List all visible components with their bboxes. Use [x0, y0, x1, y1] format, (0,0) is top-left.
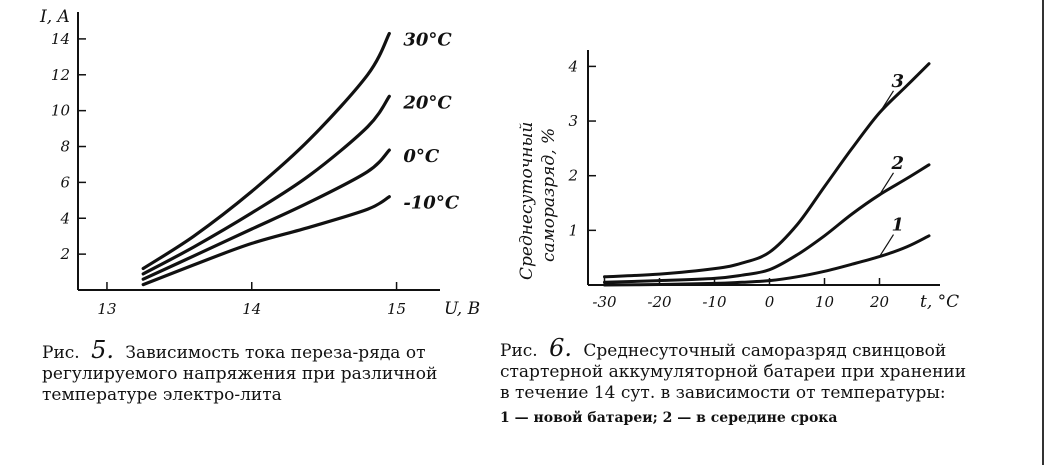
- series-line-1: [141, 94, 391, 276]
- series-label: 30°C: [403, 30, 452, 51]
- y-tick-label: 14: [51, 30, 70, 48]
- x-axis-label: t, °C: [920, 292, 959, 312]
- x-tick-label: 0: [765, 293, 775, 311]
- series-label: 20°C: [402, 92, 452, 113]
- chart-current-vs-voltage: 2 4 6 8 10 12 14 13 14 15 I, A U, B 30°C 20°C 0°C -10°C: [39, 7, 480, 319]
- page-edge-mark: [1042, 0, 1044, 465]
- y-tick-label: 10: [51, 102, 71, 120]
- y-axis-label-line2: саморазряд, %: [539, 128, 559, 262]
- series-line-0: [603, 62, 931, 279]
- y-tick-label: 2: [567, 167, 578, 185]
- series-line-2: [603, 234, 931, 287]
- y-tick-label: 6: [60, 173, 70, 191]
- series-leader: [878, 90, 895, 114]
- x-tick-label: 14: [242, 300, 261, 318]
- y-tick-label: 8: [60, 138, 70, 156]
- y-axis-label-group: Среднесуточный саморазряд, %: [517, 122, 559, 280]
- x-tick-label: -30: [592, 293, 617, 311]
- x-tick-label: -10: [702, 293, 727, 311]
- series-line-2: [141, 148, 391, 281]
- caption-fig5: Рис. 5. Зависимость тока переза-ряда от …: [42, 338, 462, 406]
- series-label: 3: [892, 71, 905, 92]
- y-axis-label: I, A: [39, 7, 70, 27]
- caption-fig5-number: 5.: [91, 336, 115, 364]
- y-tick-label: 12: [51, 66, 70, 84]
- x-tick-label: -20: [647, 293, 672, 311]
- caption-fig6: Рис. 6. Среднесуточный саморазряд свинцо…: [500, 336, 980, 429]
- series-label: -10°C: [403, 193, 460, 214]
- series-label: 0°C: [403, 146, 440, 167]
- series-line-3: [141, 195, 391, 287]
- y-tick-label: 3: [568, 112, 578, 130]
- caption-fig5-prefix: Рис.: [42, 343, 80, 363]
- series-leader: [878, 172, 895, 196]
- x-tick-label: 15: [387, 300, 406, 318]
- x-tick-label: 13: [97, 300, 116, 318]
- caption-fig5-text: Зависимость тока переза-ряда от регулиру…: [42, 343, 438, 405]
- series-label: 1: [892, 215, 905, 236]
- caption-fig6-prefix: Рис.: [500, 341, 538, 361]
- chart-self-discharge: 1 2 3 4 -30 -20 -10 0 10 20 t, °C Среднесуточный сам…: [517, 50, 959, 312]
- series-line-0: [141, 31, 391, 271]
- y-axis-label-line1: Среднесуточный: [517, 122, 537, 280]
- series-line-1: [603, 163, 931, 284]
- caption-fig6-legend: 1 — новой батареи; 2 — в середине срока: [500, 410, 838, 426]
- series-label: 2: [891, 153, 905, 174]
- y-tick-label: 2: [59, 245, 70, 263]
- x-tick-label: 20: [869, 293, 890, 311]
- series-leader: [878, 234, 895, 257]
- x-axis-label: U, B: [444, 299, 480, 319]
- y-tick-label: 1: [568, 221, 578, 239]
- caption-fig6-text: Среднесуточный саморазряд свинцовой стар…: [500, 341, 967, 403]
- y-tick-label: 4: [567, 57, 578, 75]
- caption-fig6-number: 6.: [549, 334, 573, 362]
- y-tick-label: 4: [59, 209, 70, 227]
- x-tick-label: 10: [815, 293, 835, 311]
